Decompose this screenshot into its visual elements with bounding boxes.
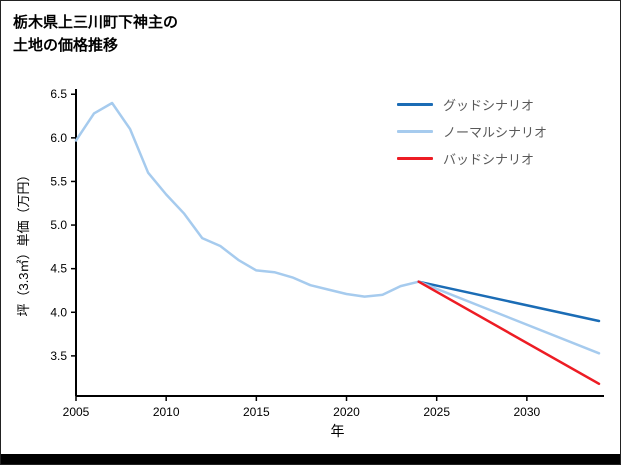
- legend-item-normal-scenario: ノーマルシナリオ: [397, 122, 547, 140]
- svg-text:年: 年: [331, 423, 345, 439]
- chart-legend: グッドシナリオ ノーマルシナリオ バッドシナリオ: [397, 95, 547, 167]
- svg-text:坪（3.3㎡）単価（万円）: 坪（3.3㎡）単価（万円）: [16, 168, 31, 316]
- svg-text:2020: 2020: [333, 405, 360, 419]
- svg-text:4.5: 4.5: [50, 262, 67, 276]
- svg-text:2030: 2030: [514, 405, 541, 419]
- svg-text:6.0: 6.0: [50, 131, 67, 145]
- bottom-black-bar: [1, 454, 620, 464]
- bad-scenario-line-swatch: [397, 156, 433, 160]
- svg-text:5.0: 5.0: [50, 218, 67, 232]
- svg-text:2005: 2005: [63, 405, 90, 419]
- good-scenario-line-swatch: [397, 102, 433, 106]
- chart-title: 栃木県上三川町下神主の 土地の価格推移: [13, 11, 178, 58]
- chart-title-line1: 栃木県上三川町下神主の: [13, 14, 179, 31]
- legend-item-good-scenario: グッドシナリオ: [397, 95, 547, 113]
- svg-text:2025: 2025: [423, 405, 450, 419]
- svg-text:2010: 2010: [153, 405, 180, 419]
- normal-scenario-line-swatch: [397, 129, 433, 133]
- svg-text:3.5: 3.5: [50, 349, 67, 363]
- legend-label-bad: バッドシナリオ: [443, 151, 535, 167]
- legend-label-good: グッドシナリオ: [443, 97, 535, 113]
- legend-item-bad-scenario: バッドシナリオ: [397, 149, 547, 167]
- svg-text:2015: 2015: [243, 405, 270, 419]
- legend-label-normal: ノーマルシナリオ: [443, 124, 548, 140]
- svg-text:5.5: 5.5: [50, 174, 67, 188]
- svg-text:4.0: 4.0: [50, 305, 67, 319]
- chart-title-line2: 土地の価格推移: [13, 37, 119, 55]
- svg-text:6.5: 6.5: [50, 87, 67, 101]
